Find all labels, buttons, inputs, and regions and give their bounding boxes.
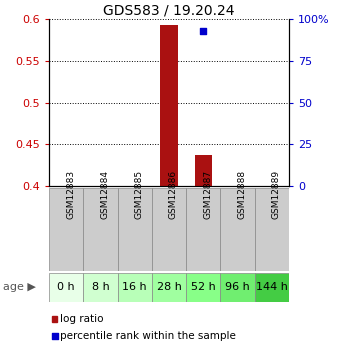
Title: GDS583 / 19.20.24: GDS583 / 19.20.24 xyxy=(103,4,235,18)
Bar xyxy=(255,188,289,271)
Text: 0 h: 0 h xyxy=(57,282,75,292)
Text: GSM12885: GSM12885 xyxy=(135,170,144,219)
Bar xyxy=(118,188,152,271)
Bar xyxy=(152,273,186,302)
Bar xyxy=(220,273,255,302)
Text: 8 h: 8 h xyxy=(92,282,109,292)
Text: GSM12886: GSM12886 xyxy=(169,170,178,219)
Text: GSM12884: GSM12884 xyxy=(100,170,110,219)
Bar xyxy=(255,273,289,302)
Bar xyxy=(186,188,220,271)
Bar xyxy=(52,316,57,322)
Bar xyxy=(220,188,255,271)
Bar xyxy=(195,155,212,186)
Text: 52 h: 52 h xyxy=(191,282,216,292)
Bar xyxy=(186,273,220,302)
Bar xyxy=(118,273,152,302)
Point xyxy=(52,334,57,339)
Text: 96 h: 96 h xyxy=(225,282,250,292)
Text: 28 h: 28 h xyxy=(156,282,182,292)
Text: GSM12888: GSM12888 xyxy=(238,170,246,219)
Bar xyxy=(49,188,83,271)
Text: GSM12883: GSM12883 xyxy=(66,170,75,219)
Text: percentile rank within the sample: percentile rank within the sample xyxy=(60,332,236,341)
Text: GSM12887: GSM12887 xyxy=(203,170,212,219)
Text: 16 h: 16 h xyxy=(122,282,147,292)
Text: age ▶: age ▶ xyxy=(3,282,36,292)
Bar xyxy=(161,25,177,186)
Text: log ratio: log ratio xyxy=(60,314,103,324)
Text: GSM12889: GSM12889 xyxy=(272,170,281,219)
Bar xyxy=(152,188,186,271)
Text: 144 h: 144 h xyxy=(256,282,288,292)
Bar xyxy=(49,273,83,302)
Bar xyxy=(83,188,118,271)
Bar xyxy=(83,273,118,302)
Point xyxy=(200,28,206,33)
